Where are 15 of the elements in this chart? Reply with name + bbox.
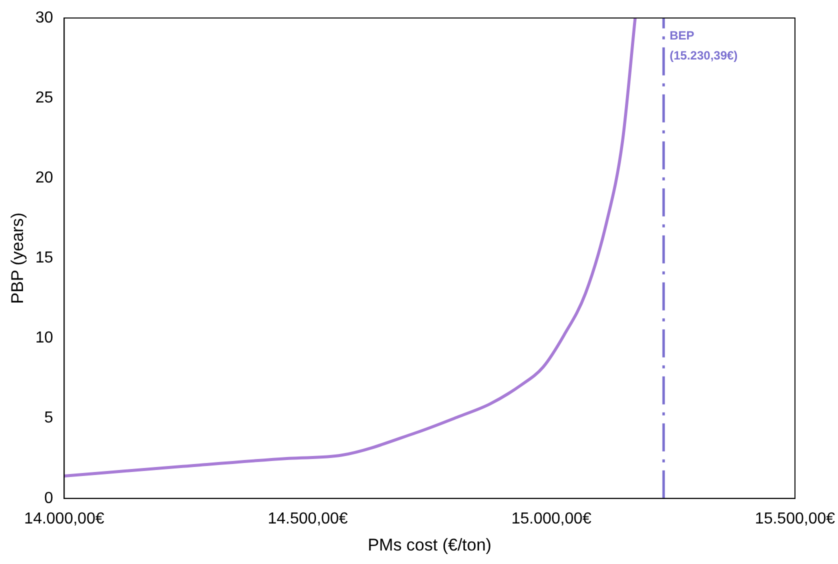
x-axis-title: PMs cost (€/ton)	[368, 535, 492, 554]
x-tick-label: 15.500,00€	[754, 510, 836, 528]
y-tick-label: 10	[35, 330, 54, 347]
y-axis-title: PBP (years)	[8, 212, 27, 304]
line-series	[64, 18, 637, 478]
x-tick-label: 14.500,00€	[268, 510, 348, 528]
ref-line-label: BEP (15.230,39€)	[670, 28, 738, 62]
y-tick-label: 30	[35, 9, 54, 26]
y-tick-label: 0	[44, 490, 54, 507]
y-tick-label: 5	[44, 410, 54, 427]
x-tick-label: 14.000,00€	[24, 510, 104, 528]
y-tick-label: 15	[35, 250, 54, 267]
y-tick-label: 20	[35, 170, 54, 187]
x-tick-label: 15.000,00€	[511, 510, 592, 528]
y-tick-label: 25	[35, 89, 54, 106]
